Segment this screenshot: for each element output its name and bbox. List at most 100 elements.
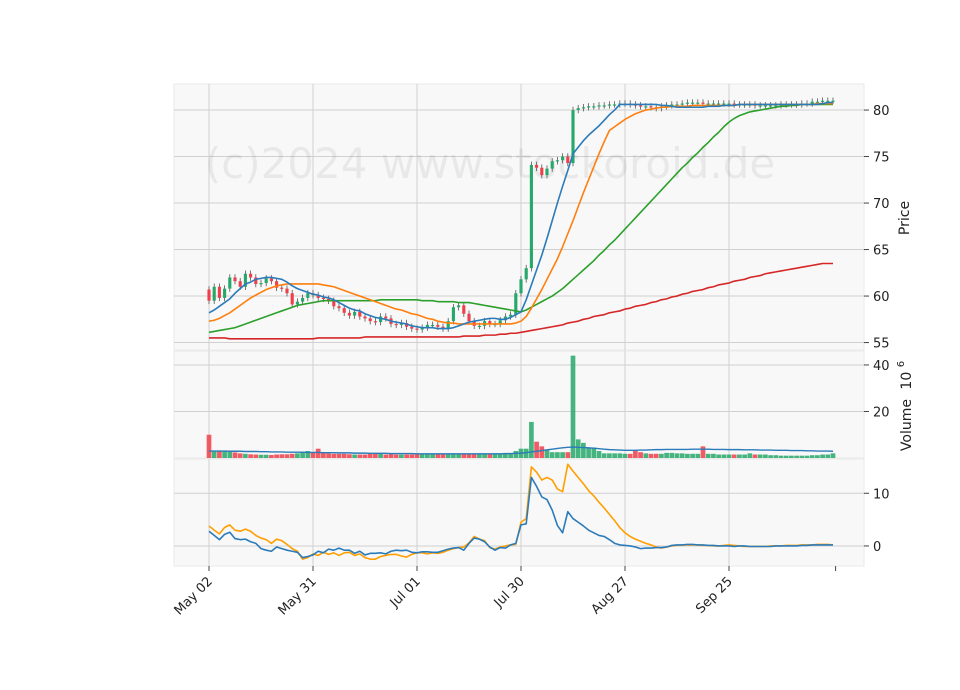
candle-body [280,287,284,289]
volume-average-line [209,446,834,455]
volume-bar [747,453,753,458]
macd-line [208,476,833,559]
candle-body [722,103,726,105]
volume-bar [773,455,779,458]
volume-bar [326,453,331,458]
volume-bar [513,451,519,458]
candle-body [327,298,331,301]
candle-body [358,311,362,317]
volume-bar [487,454,493,458]
volume-bar [690,453,695,458]
volume-bar [274,454,279,458]
volume-bar [591,447,597,458]
candle-body [347,312,351,316]
volume-bar [445,454,451,458]
volume-bar [586,447,591,458]
volume-bar [357,454,363,458]
volume-bar [617,453,623,458]
volume-bar [388,454,394,458]
volume-bar [627,453,633,458]
candle-body [758,105,762,107]
volume-bar [300,452,305,458]
candle-body [233,277,237,282]
x-tick-label: Jul 01 [387,574,424,611]
volume-bar [373,453,378,458]
volume-bar [809,455,815,458]
volume-bar [607,453,612,458]
volume-bar [742,454,747,458]
volume-y-tick-label: 40 [873,359,890,374]
volume-bar [700,446,706,458]
volume-panel [206,355,836,458]
volume-bar [544,449,550,458]
volume-bar [638,452,643,458]
candle-body [561,156,565,161]
volume-bar [685,453,690,458]
candle-body [711,103,715,105]
candle-body [477,325,481,328]
volume-bar [461,454,467,458]
volume-bar [263,454,269,458]
volume-axis-exponent-power: 6 [896,361,907,367]
volume-bar [804,455,810,458]
candle-body [207,289,211,301]
volume-bar [321,452,326,458]
volume-bar [367,453,373,458]
candle-body [685,102,689,104]
volume-bar [414,454,420,458]
candle-body [285,288,289,294]
candle-body [337,306,341,309]
candle-body [587,106,591,108]
volume-bar [362,454,368,458]
volume-bar [279,454,285,458]
sma-blue-line [208,101,833,330]
volume-bar [794,455,799,458]
candle-body [639,105,643,107]
x-tick-label: May 02 [172,574,216,618]
volume-bar [669,452,675,458]
candle-body [691,102,695,104]
candle-body [462,305,466,314]
volume-bar [570,355,576,458]
macd-y-tick-label: 10 [873,487,890,502]
volume-bar [404,454,409,458]
sma-red-line [209,262,833,340]
volume-bar [440,454,446,458]
candle-body [675,104,679,106]
volume-bar [799,455,805,458]
volume-bar [419,454,425,458]
volume-bar [659,453,664,458]
price-y-tick-label: 60 [873,290,890,305]
candle-body [810,101,814,104]
volume-bar [305,451,311,458]
price-y-tick-label: 80 [873,104,890,119]
volume-bar [227,451,233,458]
volume-bar [679,453,685,458]
candle-body [613,104,617,106]
volume-bar [737,454,742,458]
volume-bar [643,453,649,458]
volume-bar [341,453,347,458]
candle-body [259,283,263,285]
volume-bar [695,453,701,458]
volume-panel-background [173,350,865,459]
candle-body [384,316,388,319]
candle-body [415,328,419,330]
candle-body [295,301,299,305]
volume-bar [253,454,259,458]
macd-panel [208,463,834,560]
candle-body [732,103,736,105]
volume-bar [534,441,539,458]
volume-bar [529,421,534,458]
volume-bar [508,453,513,458]
volume-bar [456,454,461,458]
candle-body [446,321,450,329]
volume-bar [581,442,586,458]
candle-body [431,324,435,327]
price-y-tick-label: 55 [873,337,890,352]
volume-bar [237,453,243,458]
volume-axis-title-text: Volume [899,399,915,451]
volume-bar [211,451,217,458]
volume-bar [705,453,711,458]
